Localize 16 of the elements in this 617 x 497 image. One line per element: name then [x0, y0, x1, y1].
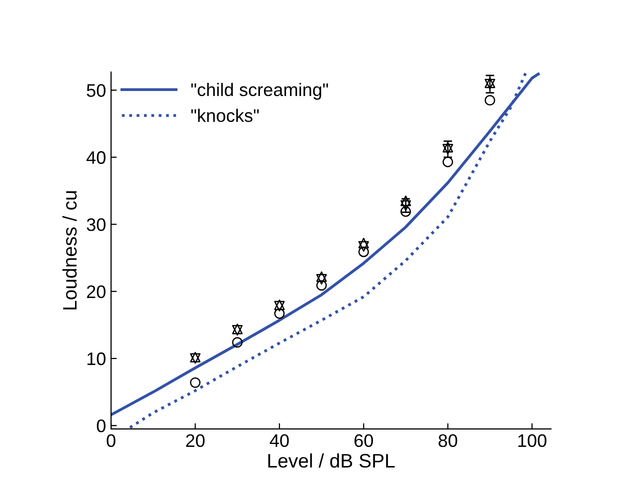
legend-label: "knocks" [191, 108, 259, 122]
x-tick-label: 0 [106, 434, 116, 448]
y-tick-label: 50 [86, 84, 106, 97]
x-axis-title: Level / dB SPL [268, 453, 395, 468]
y-tick-label: 0 [96, 419, 106, 432]
y-tick-label: 30 [86, 218, 106, 232]
y-tick-label: 10 [87, 352, 106, 366]
y-tick-label: 40 [86, 151, 106, 164]
x-tick-label: 40 [270, 434, 289, 448]
y-tick-label: 20 [87, 285, 106, 298]
y-axis-title: Loudness / cu [62, 191, 77, 310]
legend-label: "child screaming" [191, 82, 328, 100]
x-tick-label: 80 [438, 434, 458, 448]
x-tick-label: 60 [354, 434, 373, 448]
x-tick-label: 100 [518, 434, 546, 448]
x-tick-label: 20 [186, 434, 205, 448]
